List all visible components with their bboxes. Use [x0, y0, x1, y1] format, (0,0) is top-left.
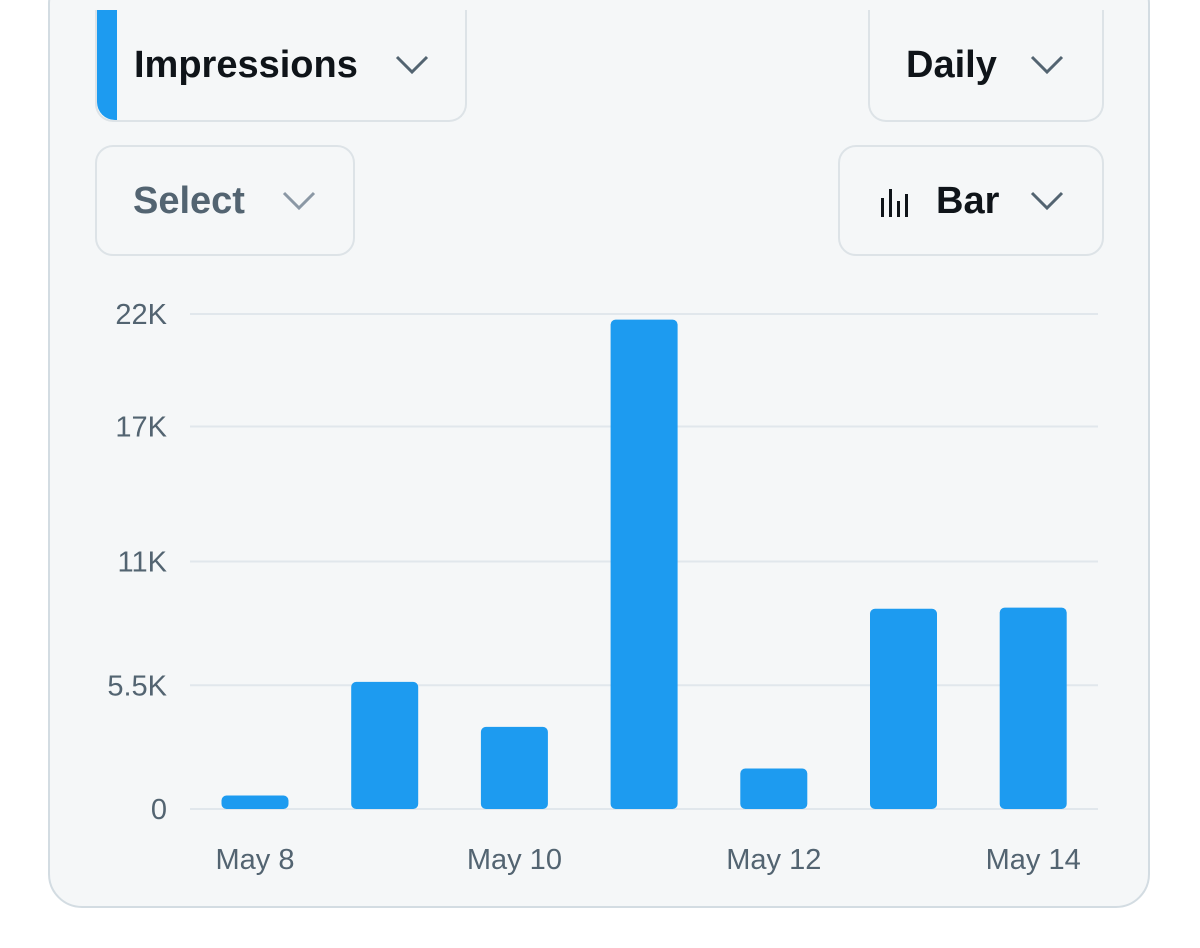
bar-4: [610, 319, 678, 809]
bar-3: [480, 726, 548, 809]
chevron-down-icon: [1030, 55, 1064, 75]
bar-1: [221, 795, 289, 809]
metric-dropdown-label: Impressions: [134, 44, 358, 86]
y-tick-label: 0: [151, 794, 167, 826]
y-tick-label: 11K: [118, 547, 168, 579]
bar-chart-icon: [881, 189, 908, 217]
chevron-down-icon: [282, 191, 316, 210]
bar-2: [351, 681, 419, 809]
metric-dropdown[interactable]: Impressions: [95, 10, 467, 122]
chart-type-dropdown[interactable]: Bar: [838, 145, 1104, 256]
y-tick-label: 17K: [115, 412, 167, 444]
period-dropdown-label: Daily: [906, 44, 997, 86]
chevron-down-icon: [395, 55, 429, 75]
x-tick-label: May 14: [986, 844, 1081, 876]
compare-dropdown-label: Select: [133, 180, 245, 222]
x-tick-label: May 12: [726, 844, 821, 876]
period-dropdown[interactable]: Daily: [868, 10, 1104, 122]
y-tick-label: 22K: [115, 299, 167, 331]
compare-dropdown[interactable]: Select: [95, 145, 355, 256]
bar-6: [870, 608, 937, 809]
bar-7: [999, 607, 1067, 809]
chevron-down-icon: [1030, 191, 1064, 210]
x-tick-label: May 10: [467, 844, 562, 876]
chart-type-dropdown-label: Bar: [936, 180, 1000, 222]
bar-5: [740, 768, 808, 809]
metric-color-indicator: [97, 10, 117, 120]
y-tick-label: 5.5K: [107, 670, 167, 702]
x-tick-label: May 8: [216, 844, 295, 876]
